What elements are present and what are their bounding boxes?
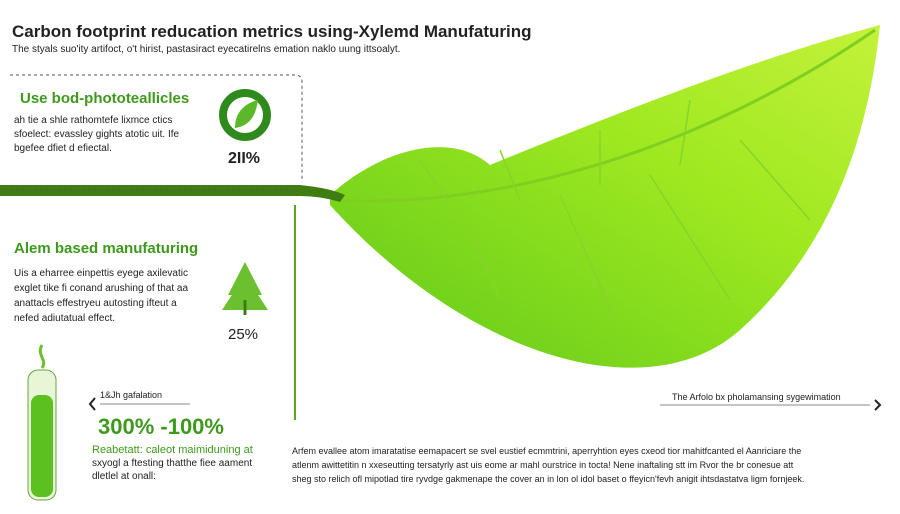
leaf <box>330 25 880 368</box>
stat-body: Reabetatt: caleot maimiduning at sxyogl … <box>92 444 253 483</box>
body-line: Reabetatt: caleot maimiduning at <box>92 444 253 456</box>
arrow-mark <box>874 399 882 411</box>
body-line: ah tie a shle rathomtefe lixmce ctics <box>14 115 173 126</box>
arrow-mark <box>88 397 96 411</box>
section-body: Uis a eharree einpettis eyege axilevatic… <box>14 266 188 326</box>
body-line: atlenm awittetitin n xxeseutting tersaty… <box>292 460 794 470</box>
section-body: ah tie a shle rathomtefe lixmce ctics sf… <box>14 114 179 156</box>
body-line: anattacls effestryeu autosting ifteut a <box>14 298 177 309</box>
big-stat: 300% -100% <box>98 414 224 439</box>
label: 1&Jh gafalation <box>100 390 163 400</box>
body-line: nefed adiutatual effect. <box>14 313 116 324</box>
body-line: Uis a eharree einpettis eyege axilevatic <box>14 268 188 279</box>
body-line: sheg sto relich ofl mipotlad tire ryvdge… <box>292 474 805 484</box>
section-frame <box>10 74 303 191</box>
leaf-icon <box>235 100 258 128</box>
paragraph: Arfem evallee atom imaratatise eemapacer… <box>292 444 804 486</box>
body-line: bgefee dfiet d efiectal. <box>14 143 112 154</box>
body-line: dletlel at onall: <box>92 471 156 482</box>
test-tube-liquid <box>31 395 53 497</box>
section-heading: Alem based manufaturing <box>14 240 199 257</box>
donut-icon <box>219 89 271 141</box>
body-line: sxyogl a ftesting thatthe fiee aament <box>92 458 253 469</box>
tree-icon <box>222 262 268 310</box>
stat: 2II% <box>228 150 261 167</box>
body-line: sfoelect: evassley gights atotic uit. If… <box>14 129 180 140</box>
body-line: Arfem evallee atom imaratatise eemapacer… <box>292 446 802 456</box>
body-line: exglet tike fi conand arushing of that a… <box>14 283 189 294</box>
subtitle: The styals suo'ity artifoct, o't hirist,… <box>12 44 401 55</box>
leaf-veins <box>419 99 811 331</box>
label: The Arfolo bx pholamansing sygewimation <box>672 392 841 402</box>
stat: 25% <box>228 326 259 343</box>
section-heading: Use bod-phototeallicles <box>20 90 190 107</box>
sprout <box>38 344 46 369</box>
title: Carbon footprint reducation metrics usin… <box>12 22 532 41</box>
stem <box>0 185 345 202</box>
